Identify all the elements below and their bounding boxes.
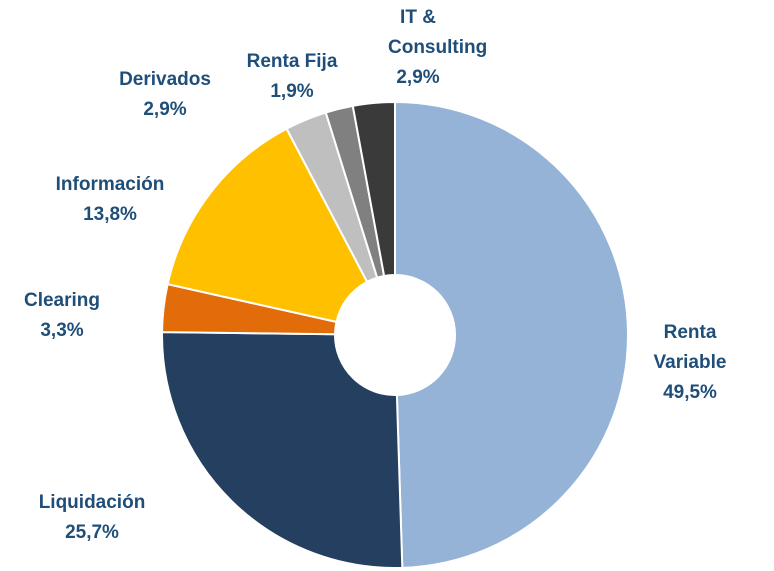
slice-label: Renta Fija 1,9%	[227, 47, 357, 107]
category-name: Liquidación	[38, 492, 146, 513]
slice-label: Renta Variable 49,5%	[645, 318, 735, 408]
value-label: 3,3%	[40, 320, 84, 341]
category-name: Renta Variable	[653, 322, 727, 373]
slice-label: Clearing 3,3%	[2, 286, 122, 346]
category-name: IT & Consulting	[388, 7, 488, 58]
value-label: 1,9%	[270, 81, 314, 102]
slice-label: IT & Consulting 2,9%	[388, 3, 488, 93]
category-name: Renta Fija	[246, 51, 338, 72]
slice-label: Liquidación 25,7%	[12, 488, 172, 548]
slice-label: Derivados 2,9%	[95, 65, 235, 125]
value-label: 2,9%	[143, 99, 187, 120]
category-name: Clearing	[23, 290, 101, 311]
donut-slice	[394, 100, 629, 569]
slice-label: Información 13,8%	[25, 170, 195, 230]
donut-slice	[166, 127, 369, 324]
value-label: 25,7%	[65, 522, 119, 543]
value-label: 13,8%	[83, 204, 137, 225]
donut-slice	[351, 100, 396, 278]
value-label: 2,9%	[396, 67, 440, 88]
category-name: Información	[55, 174, 165, 195]
category-name: Derivados	[119, 69, 211, 90]
value-label: 49,5%	[663, 382, 717, 403]
donut-slice	[161, 331, 404, 569]
